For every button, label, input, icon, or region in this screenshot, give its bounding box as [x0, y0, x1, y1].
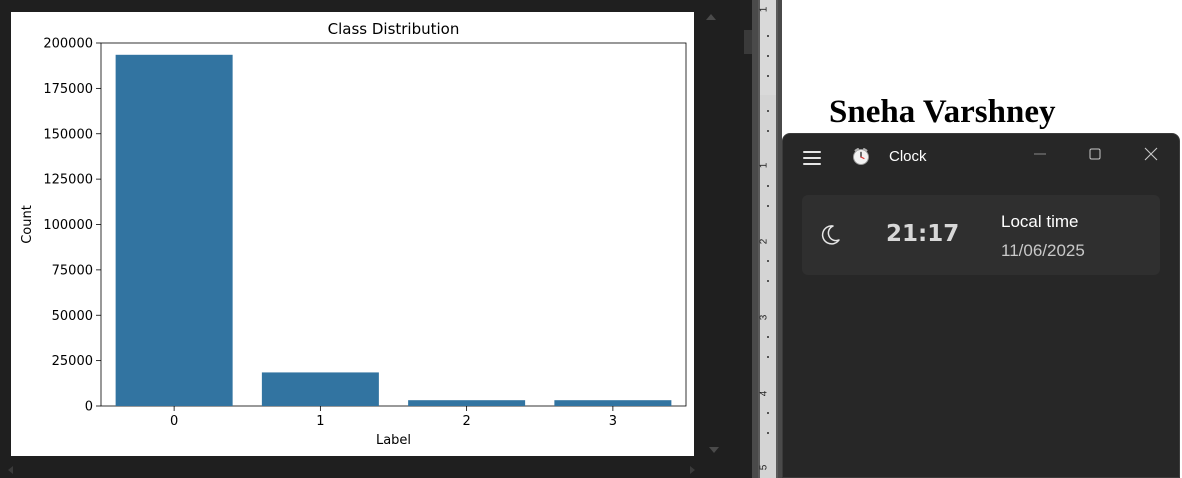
- maximize-icon[interactable]: [1085, 144, 1105, 164]
- chart-title: Class Distribution: [328, 20, 460, 38]
- menu-line: [803, 163, 821, 165]
- ruler-number: 2: [758, 238, 770, 245]
- clock-app-window: Clock 21:17 Local time 11/06/2025: [782, 133, 1180, 478]
- ruler-tick: [767, 356, 769, 358]
- date-value: 11/06/2025: [1001, 241, 1085, 260]
- y-tick-label: 175000: [43, 82, 93, 97]
- menu-line: [803, 157, 821, 159]
- chart-svg: Class Distribution 0 25000 50000 75000 10000…: [20, 20, 687, 448]
- ruler-tick: [767, 35, 769, 37]
- bar-series: [115, 54, 672, 407]
- x-tick-label: 3: [609, 414, 617, 429]
- bar-3: [554, 400, 672, 406]
- y-axis-title: Count: [20, 205, 35, 244]
- close-icon[interactable]: [1141, 144, 1161, 164]
- menu-line: [803, 151, 821, 153]
- document-author-heading[interactable]: Sneha Varshney: [829, 94, 1056, 130]
- ruler-number: 1: [758, 162, 770, 169]
- y-tick-label: 75000: [52, 263, 93, 278]
- hamburger-menu-icon[interactable]: [803, 151, 821, 165]
- x-axis-title: Label: [376, 433, 411, 448]
- bar-0: [115, 54, 233, 407]
- y-tick-label: 0: [85, 400, 93, 415]
- vertical-scrollbar[interactable]: [740, 0, 752, 478]
- x-tick-label: 2: [462, 414, 470, 429]
- clock-app-icon: [853, 148, 869, 165]
- ruler-tick: [767, 336, 769, 338]
- scroll-up-arrow-icon[interactable]: [706, 14, 716, 20]
- bar-2: [408, 400, 526, 406]
- y-axis: 0 25000 50000 75000 100000 125000 150000 175000…: [43, 37, 101, 415]
- time-zone-label: Local time: [1001, 212, 1079, 231]
- notebook-output-pane: Class Distribution 0 25000 50000 75000 10000…: [8, 0, 752, 478]
- scrollbar-thumb[interactable]: [744, 30, 752, 54]
- y-tick-label: 200000: [43, 37, 93, 52]
- scroll-right-arrow-icon[interactable]: [690, 466, 695, 474]
- x-axis: 0 1 2 3: [170, 406, 617, 429]
- x-tick-label: 0: [170, 414, 178, 429]
- y-tick-label: 50000: [52, 309, 93, 324]
- ruler-tick: [767, 185, 769, 187]
- y-tick-label: 150000: [43, 127, 93, 142]
- y-tick-label: 125000: [43, 173, 93, 188]
- ruler-margin-top: [760, 0, 776, 95]
- chart-output: Class Distribution 0 25000 50000 75000 10000…: [11, 12, 694, 456]
- scroll-down-arrow-icon[interactable]: [709, 447, 719, 453]
- ruler-body: [760, 95, 776, 478]
- window-title: Clock: [889, 148, 927, 165]
- ruler-number: 4: [758, 390, 770, 397]
- ruler-number: 3: [758, 314, 770, 321]
- minimize-icon[interactable]: [1030, 144, 1050, 164]
- moon-icon: [821, 225, 840, 245]
- time-value: 21:17: [886, 221, 960, 247]
- ruler-tick: [767, 260, 769, 262]
- scroll-left-arrow-icon[interactable]: [8, 466, 13, 474]
- y-tick-label: 100000: [43, 218, 93, 233]
- ruler-tick: [767, 205, 769, 207]
- ruler-number: 5: [758, 464, 770, 471]
- x-tick-label: 1: [316, 414, 324, 429]
- bar-1: [261, 372, 379, 406]
- ruler-tick: [767, 110, 769, 112]
- ruler-tick: [767, 280, 769, 282]
- ruler-tick: [767, 75, 769, 77]
- local-time-card[interactable]: 21:17 Local time 11/06/2025: [802, 195, 1160, 275]
- ruler-number: 1: [758, 6, 770, 13]
- ruler-tick: [767, 55, 769, 57]
- ruler-tick: [767, 130, 769, 132]
- ruler-tick: [767, 412, 769, 414]
- ruler-tick: [767, 432, 769, 434]
- y-tick-label: 25000: [52, 354, 93, 369]
